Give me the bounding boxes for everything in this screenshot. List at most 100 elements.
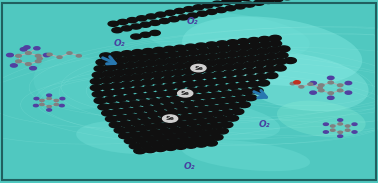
Circle shape: [131, 74, 143, 80]
Circle shape: [146, 14, 156, 19]
Circle shape: [204, 79, 217, 85]
Circle shape: [145, 92, 157, 98]
Circle shape: [216, 41, 228, 47]
Circle shape: [237, 82, 249, 88]
Circle shape: [47, 53, 52, 56]
Circle shape: [338, 84, 343, 87]
Circle shape: [257, 48, 270, 54]
Circle shape: [131, 34, 141, 39]
Circle shape: [194, 80, 206, 86]
Circle shape: [211, 134, 223, 140]
Circle shape: [195, 141, 207, 147]
Circle shape: [200, 124, 212, 130]
Circle shape: [319, 89, 324, 92]
Circle shape: [164, 64, 176, 70]
Circle shape: [184, 7, 194, 12]
Circle shape: [203, 66, 215, 72]
Circle shape: [129, 132, 141, 138]
Circle shape: [269, 35, 281, 41]
Circle shape: [235, 57, 247, 63]
Circle shape: [206, 54, 218, 59]
Circle shape: [60, 97, 65, 100]
Circle shape: [125, 94, 137, 100]
Circle shape: [112, 28, 122, 33]
Circle shape: [153, 66, 166, 71]
Circle shape: [310, 91, 316, 94]
Ellipse shape: [277, 101, 366, 137]
Circle shape: [54, 103, 59, 106]
Text: O₂: O₂: [113, 39, 125, 48]
Circle shape: [197, 106, 209, 112]
Circle shape: [123, 69, 135, 75]
Circle shape: [274, 65, 286, 71]
Circle shape: [101, 77, 113, 83]
Circle shape: [135, 137, 147, 143]
Circle shape: [248, 38, 260, 43]
Circle shape: [165, 122, 177, 128]
Circle shape: [166, 90, 178, 96]
Circle shape: [100, 53, 112, 59]
Circle shape: [155, 91, 167, 97]
Circle shape: [163, 104, 175, 109]
Circle shape: [152, 72, 164, 78]
Ellipse shape: [144, 12, 310, 61]
Circle shape: [162, 77, 174, 83]
Circle shape: [121, 51, 133, 57]
Circle shape: [203, 3, 213, 8]
Circle shape: [163, 115, 178, 122]
Circle shape: [104, 65, 116, 70]
Circle shape: [196, 87, 208, 93]
Circle shape: [186, 56, 198, 62]
Circle shape: [160, 116, 172, 122]
Circle shape: [40, 99, 44, 102]
Circle shape: [266, 73, 278, 79]
Circle shape: [192, 68, 204, 73]
Circle shape: [241, 89, 253, 95]
Circle shape: [328, 81, 333, 84]
Circle shape: [191, 113, 203, 119]
Circle shape: [159, 98, 171, 103]
Circle shape: [174, 83, 186, 88]
Circle shape: [187, 13, 198, 18]
Circle shape: [206, 42, 218, 48]
Circle shape: [174, 8, 185, 14]
Circle shape: [264, 66, 276, 72]
Circle shape: [140, 119, 152, 124]
Circle shape: [218, 104, 230, 110]
Circle shape: [176, 89, 188, 95]
Circle shape: [140, 32, 151, 37]
Circle shape: [251, 88, 263, 94]
Circle shape: [222, 0, 232, 4]
Circle shape: [127, 18, 138, 23]
Circle shape: [308, 83, 313, 85]
Circle shape: [206, 117, 218, 123]
Circle shape: [195, 43, 207, 49]
Circle shape: [216, 128, 228, 134]
Circle shape: [324, 123, 328, 125]
Circle shape: [90, 79, 102, 84]
Circle shape: [121, 82, 133, 87]
Circle shape: [254, 0, 264, 5]
Circle shape: [196, 130, 208, 136]
Circle shape: [270, 41, 282, 46]
Circle shape: [164, 145, 177, 150]
Circle shape: [25, 63, 31, 66]
Circle shape: [197, 11, 208, 16]
Ellipse shape: [181, 140, 310, 171]
Circle shape: [238, 102, 250, 108]
Circle shape: [54, 99, 59, 102]
Circle shape: [145, 60, 157, 66]
Circle shape: [239, 44, 251, 50]
Circle shape: [229, 45, 241, 51]
Circle shape: [175, 132, 187, 138]
Circle shape: [338, 135, 343, 137]
Circle shape: [159, 18, 170, 24]
Circle shape: [256, 74, 268, 80]
Circle shape: [143, 86, 155, 92]
Circle shape: [102, 90, 115, 96]
Ellipse shape: [76, 120, 189, 154]
Circle shape: [198, 48, 210, 54]
Circle shape: [175, 143, 187, 149]
Circle shape: [153, 47, 165, 53]
Circle shape: [231, 90, 243, 96]
